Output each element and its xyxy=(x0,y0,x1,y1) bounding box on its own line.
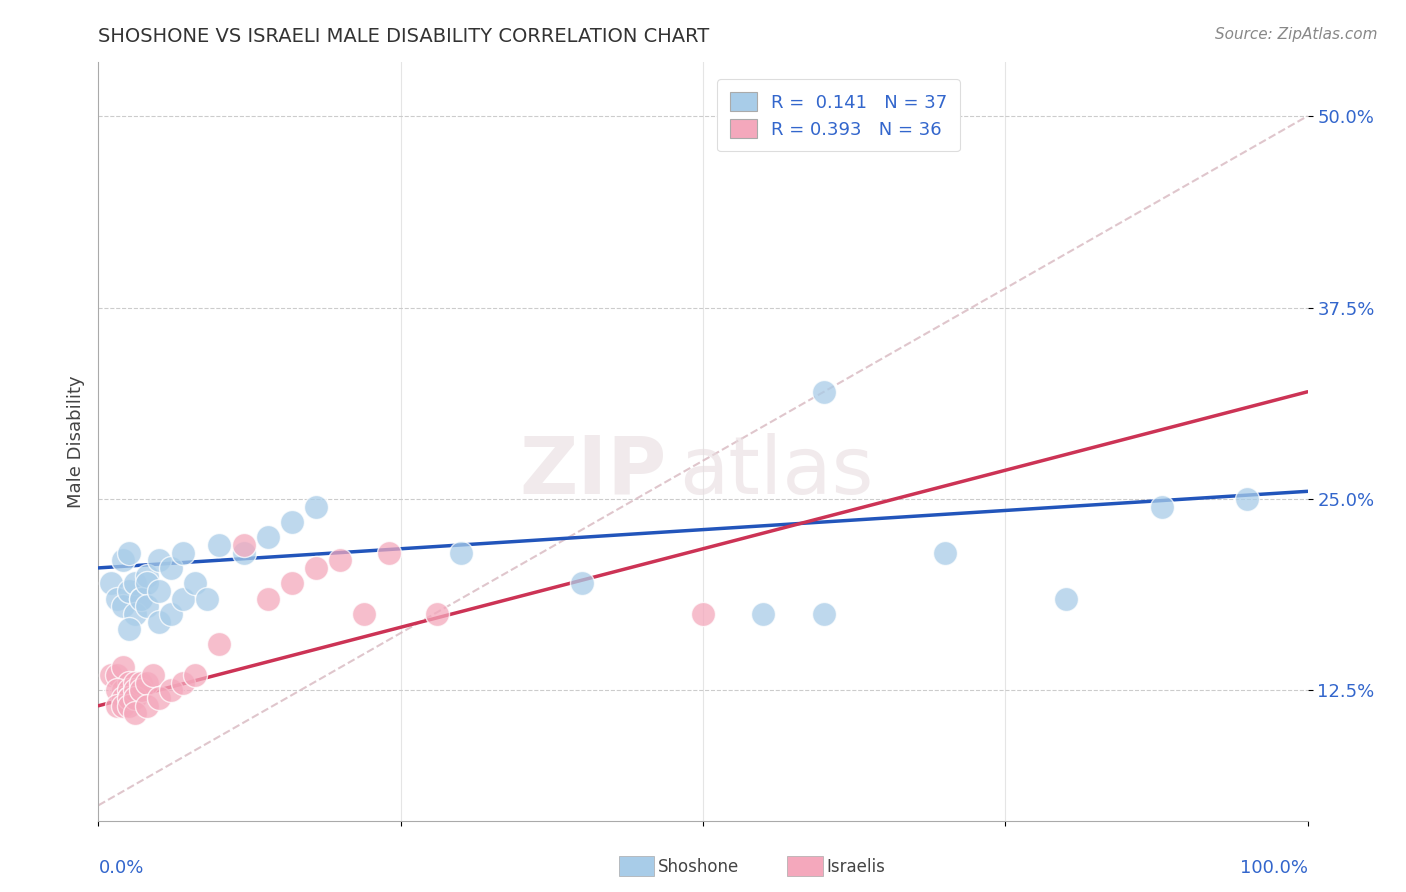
Point xyxy=(195,591,218,606)
Point xyxy=(118,698,141,713)
Point xyxy=(281,576,304,591)
Point xyxy=(129,591,152,606)
Point xyxy=(752,607,775,621)
Point xyxy=(135,599,157,614)
Point xyxy=(118,583,141,598)
Point xyxy=(148,553,170,567)
Point xyxy=(208,638,231,652)
Point xyxy=(105,591,128,606)
Point xyxy=(692,607,714,621)
Legend: R =  0.141   N = 37, R = 0.393   N = 36: R = 0.141 N = 37, R = 0.393 N = 36 xyxy=(717,79,960,152)
Point xyxy=(160,607,183,621)
Point xyxy=(129,683,152,698)
Point xyxy=(105,683,128,698)
Point xyxy=(111,599,134,614)
Point xyxy=(118,683,141,698)
Text: ZIP: ZIP xyxy=(519,433,666,511)
Point xyxy=(1054,591,1077,606)
Point xyxy=(135,698,157,713)
Point xyxy=(329,553,352,567)
Point xyxy=(148,615,170,629)
Point xyxy=(148,583,170,598)
Point xyxy=(353,607,375,621)
Point xyxy=(377,545,399,559)
Point xyxy=(256,591,278,606)
Point xyxy=(208,538,231,552)
Point xyxy=(124,607,146,621)
Point xyxy=(1236,491,1258,506)
Point xyxy=(105,698,128,713)
Text: SHOSHONE VS ISRAELI MALE DISABILITY CORRELATION CHART: SHOSHONE VS ISRAELI MALE DISABILITY CORR… xyxy=(98,27,710,45)
Point xyxy=(232,538,254,552)
Y-axis label: Male Disability: Male Disability xyxy=(66,376,84,508)
Text: 0.0%: 0.0% xyxy=(98,858,143,877)
Point xyxy=(172,545,194,559)
Point xyxy=(111,660,134,674)
Point xyxy=(135,576,157,591)
Point xyxy=(118,675,141,690)
Point xyxy=(813,384,835,399)
Point xyxy=(305,500,328,514)
Point xyxy=(111,691,134,706)
Point xyxy=(124,683,146,698)
Point xyxy=(1152,500,1174,514)
Point xyxy=(148,691,170,706)
Point xyxy=(124,691,146,706)
Point xyxy=(184,576,207,591)
Point xyxy=(111,553,134,567)
Point xyxy=(111,683,134,698)
Point xyxy=(118,691,141,706)
Point xyxy=(118,622,141,636)
Point xyxy=(232,545,254,559)
Text: Israelis: Israelis xyxy=(827,858,886,876)
Point xyxy=(281,515,304,529)
Point xyxy=(105,668,128,682)
Point xyxy=(160,561,183,575)
Point xyxy=(160,683,183,698)
Point xyxy=(450,545,472,559)
Point xyxy=(100,576,122,591)
Point xyxy=(124,675,146,690)
Text: Source: ZipAtlas.com: Source: ZipAtlas.com xyxy=(1215,27,1378,42)
Point xyxy=(571,576,593,591)
Point xyxy=(142,668,165,682)
Text: atlas: atlas xyxy=(679,433,873,511)
Point xyxy=(124,706,146,721)
Point xyxy=(172,591,194,606)
Text: Shoshone: Shoshone xyxy=(658,858,740,876)
Point xyxy=(118,545,141,559)
Point xyxy=(129,675,152,690)
Point xyxy=(118,691,141,706)
Point xyxy=(184,668,207,682)
Point xyxy=(813,607,835,621)
Point xyxy=(934,545,956,559)
Text: 100.0%: 100.0% xyxy=(1240,858,1308,877)
Point xyxy=(172,675,194,690)
Point xyxy=(305,561,328,575)
Point xyxy=(256,530,278,544)
Point xyxy=(100,668,122,682)
Point xyxy=(426,607,449,621)
Point xyxy=(124,576,146,591)
Point xyxy=(111,698,134,713)
Point xyxy=(135,675,157,690)
Point xyxy=(135,568,157,582)
Point xyxy=(129,591,152,606)
